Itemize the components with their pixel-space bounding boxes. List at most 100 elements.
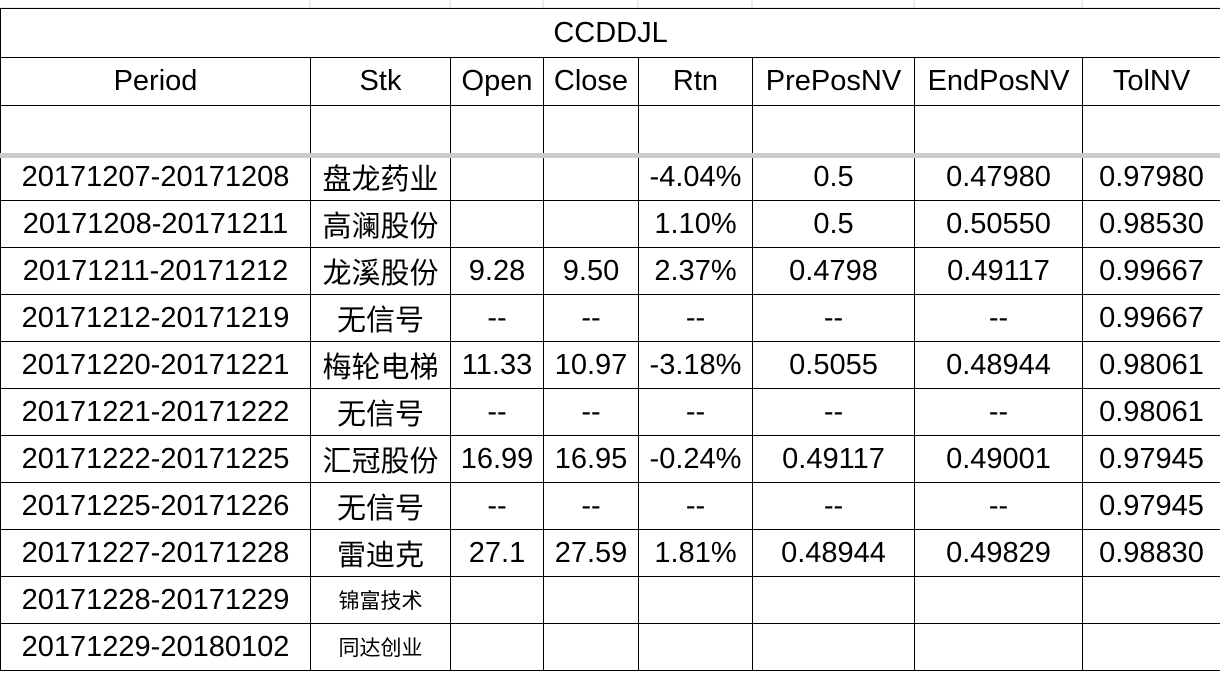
tolnv-cell[interactable]: 0.97980 bbox=[1081, 153, 1220, 201]
preposnv-cell[interactable]: 0.4798 bbox=[752, 247, 915, 295]
period-cell[interactable]: 20171220-20171221 bbox=[0, 341, 311, 389]
close-cell[interactable] bbox=[543, 576, 639, 624]
period-cell[interactable]: 20171207-20171208 bbox=[0, 153, 311, 201]
stock-cell[interactable]: 高澜股份 bbox=[310, 200, 451, 248]
preposnv-cell[interactable]: 0.5055 bbox=[752, 341, 915, 389]
tolnv-cell[interactable]: 0.97945 bbox=[1081, 482, 1220, 530]
open-cell[interactable]: 16.99 bbox=[450, 435, 544, 483]
stock-cell[interactable]: 雷迪克 bbox=[310, 529, 451, 577]
preposnv-cell[interactable]: 0.48944 bbox=[752, 529, 915, 577]
stock-cell[interactable]: 无信号 bbox=[310, 294, 451, 342]
period-cell[interactable]: 20171212-20171219 bbox=[0, 294, 311, 342]
return-cell[interactable]: 1.10% bbox=[638, 200, 753, 248]
period-cell[interactable]: 20171208-20171211 bbox=[0, 200, 311, 248]
header-stk[interactable]: Stk bbox=[310, 57, 451, 106]
return-cell[interactable] bbox=[638, 576, 753, 624]
endposnv-cell[interactable]: 0.49001 bbox=[914, 435, 1083, 483]
header-endposnv[interactable]: EndPosNV bbox=[914, 57, 1083, 106]
tolnv-cell[interactable]: 0.98061 bbox=[1081, 341, 1220, 389]
preposnv-cell[interactable]: -- bbox=[752, 482, 915, 530]
tolnv-cell[interactable]: 0.98530 bbox=[1081, 200, 1220, 248]
preposnv-cell[interactable]: 0.49117 bbox=[752, 435, 915, 483]
open-cell[interactable]: -- bbox=[450, 294, 544, 342]
stock-cell[interactable]: 锦富技术 bbox=[310, 576, 451, 624]
cell[interactable] bbox=[450, 105, 544, 154]
tolnv-cell[interactable]: 0.98830 bbox=[1081, 529, 1220, 577]
open-cell[interactable]: -- bbox=[450, 388, 544, 436]
header-rtn[interactable]: Rtn bbox=[638, 57, 753, 106]
cell[interactable] bbox=[1081, 105, 1220, 154]
endposnv-cell[interactable]: 0.47980 bbox=[914, 153, 1083, 201]
endposnv-cell[interactable]: 0.48944 bbox=[914, 341, 1083, 389]
preposnv-cell[interactable] bbox=[752, 576, 915, 624]
period-cell[interactable]: 20171211-20171212 bbox=[0, 247, 311, 295]
period-cell[interactable]: 20171227-20171228 bbox=[0, 529, 311, 577]
endposnv-cell[interactable]: 0.49829 bbox=[914, 529, 1083, 577]
close-cell[interactable] bbox=[543, 623, 639, 671]
return-cell[interactable]: -0.24% bbox=[638, 435, 753, 483]
preposnv-cell[interactable]: 0.5 bbox=[752, 153, 915, 201]
preposnv-cell[interactable]: -- bbox=[752, 294, 915, 342]
tolnv-cell[interactable]: 0.98061 bbox=[1081, 388, 1220, 436]
tolnv-cell[interactable]: 0.97945 bbox=[1081, 435, 1220, 483]
preposnv-cell[interactable] bbox=[752, 623, 915, 671]
open-cell[interactable] bbox=[450, 153, 544, 201]
stock-cell[interactable]: 同达创业 bbox=[310, 623, 451, 671]
endposnv-cell[interactable]: -- bbox=[914, 388, 1083, 436]
stock-cell[interactable]: 梅轮电梯 bbox=[310, 341, 451, 389]
return-cell[interactable]: -- bbox=[638, 388, 753, 436]
preposnv-cell[interactable]: -- bbox=[752, 388, 915, 436]
close-cell[interactable]: 9.50 bbox=[543, 247, 639, 295]
return-cell[interactable]: 1.81% bbox=[638, 529, 753, 577]
cell[interactable] bbox=[914, 105, 1083, 154]
header-tolnv[interactable]: TolNV bbox=[1081, 57, 1220, 106]
preposnv-cell[interactable]: 0.5 bbox=[752, 200, 915, 248]
return-cell[interactable]: -3.18% bbox=[638, 341, 753, 389]
open-cell[interactable]: 27.1 bbox=[450, 529, 544, 577]
period-cell[interactable]: 20171229-20180102 bbox=[0, 623, 311, 671]
close-cell[interactable]: 27.59 bbox=[543, 529, 639, 577]
stock-cell[interactable]: 盘龙药业 bbox=[310, 153, 451, 201]
endposnv-cell[interactable] bbox=[914, 576, 1083, 624]
tolnv-cell[interactable]: 0.99667 bbox=[1081, 294, 1220, 342]
endposnv-cell[interactable]: 0.49117 bbox=[914, 247, 1083, 295]
period-cell[interactable]: 20171222-20171225 bbox=[0, 435, 311, 483]
close-cell[interactable]: -- bbox=[543, 294, 639, 342]
close-cell[interactable] bbox=[543, 200, 639, 248]
open-cell[interactable] bbox=[450, 200, 544, 248]
table-title[interactable]: CCDDJL bbox=[0, 8, 1220, 58]
close-cell[interactable]: 10.97 bbox=[543, 341, 639, 389]
open-cell[interactable]: 9.28 bbox=[450, 247, 544, 295]
header-open[interactable]: Open bbox=[450, 57, 544, 106]
open-cell[interactable]: 11.33 bbox=[450, 341, 544, 389]
endposnv-cell[interactable]: -- bbox=[914, 482, 1083, 530]
cell[interactable] bbox=[543, 105, 639, 154]
open-cell[interactable] bbox=[450, 576, 544, 624]
period-cell[interactable]: 20171221-20171222 bbox=[0, 388, 311, 436]
period-cell[interactable]: 20171225-20171226 bbox=[0, 482, 311, 530]
stock-cell[interactable]: 汇冠股份 bbox=[310, 435, 451, 483]
close-cell[interactable]: -- bbox=[543, 482, 639, 530]
frozen-pane-divider[interactable] bbox=[0, 153, 1220, 158]
tolnv-cell[interactable] bbox=[1081, 576, 1220, 624]
return-cell[interactable] bbox=[638, 623, 753, 671]
stock-cell[interactable]: 龙溪股份 bbox=[310, 247, 451, 295]
endposnv-cell[interactable]: 0.50550 bbox=[914, 200, 1083, 248]
period-cell[interactable]: 20171228-20171229 bbox=[0, 576, 311, 624]
tolnv-cell[interactable] bbox=[1081, 623, 1220, 671]
endposnv-cell[interactable]: -- bbox=[914, 294, 1083, 342]
endposnv-cell[interactable] bbox=[914, 623, 1083, 671]
return-cell[interactable]: 2.37% bbox=[638, 247, 753, 295]
cell[interactable] bbox=[310, 105, 451, 154]
cell[interactable] bbox=[638, 105, 753, 154]
return-cell[interactable]: -- bbox=[638, 482, 753, 530]
header-period[interactable]: Period bbox=[0, 57, 311, 106]
cell[interactable] bbox=[0, 105, 311, 154]
header-preposnv[interactable]: PrePosNV bbox=[752, 57, 915, 106]
open-cell[interactable]: -- bbox=[450, 482, 544, 530]
close-cell[interactable]: -- bbox=[543, 388, 639, 436]
cell[interactable] bbox=[752, 105, 915, 154]
return-cell[interactable]: -4.04% bbox=[638, 153, 753, 201]
header-close[interactable]: Close bbox=[543, 57, 639, 106]
close-cell[interactable] bbox=[543, 153, 639, 201]
